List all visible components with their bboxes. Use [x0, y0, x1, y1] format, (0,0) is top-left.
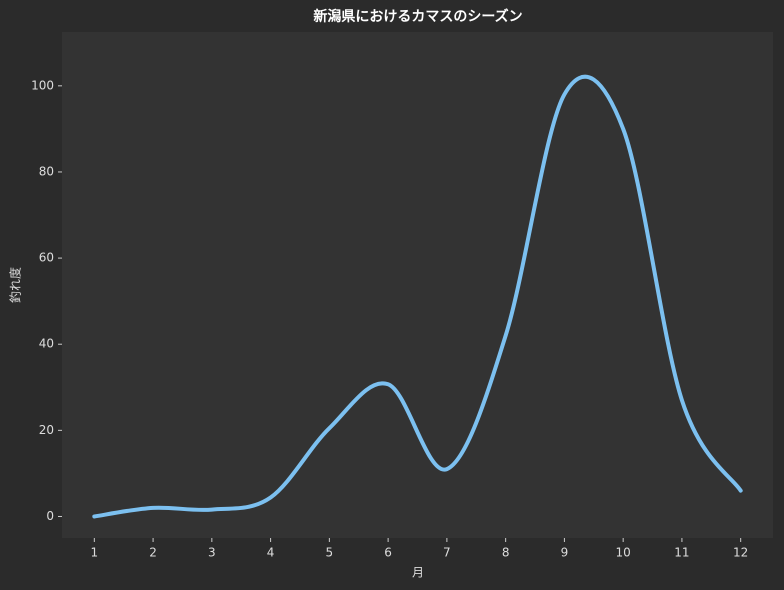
- y-tick-label: 20: [39, 423, 54, 437]
- x-tick-label: 9: [561, 546, 569, 560]
- line: [92, 74, 743, 519]
- x-tick-label: 12: [733, 546, 748, 560]
- y-axis-label: 釣れ度: [8, 267, 23, 303]
- y-tick-label: 40: [39, 337, 54, 351]
- x-tick-label: 4: [267, 546, 275, 560]
- x-tick-label: 11: [674, 546, 689, 560]
- x-tick-label: 10: [616, 546, 631, 560]
- chart-title: 新潟県におけるカマスのシーズン: [313, 8, 522, 25]
- x-axis-label: 月: [412, 566, 424, 580]
- plot-area: [62, 32, 773, 538]
- y-tick-label: 60: [39, 251, 54, 265]
- x-tick-label: 7: [443, 546, 451, 560]
- y-tick-label: 80: [39, 164, 54, 178]
- y-tick-label: 100: [31, 78, 54, 92]
- x-tick-label: 1: [90, 546, 98, 560]
- x-tick-label: 2: [149, 546, 157, 560]
- x-tick-label: 3: [208, 546, 216, 560]
- x-tick-label: 6: [384, 546, 392, 560]
- x-tick-label: 5: [326, 546, 334, 560]
- x-tick-label: 8: [502, 546, 510, 560]
- y-tick-label: 0: [46, 509, 54, 523]
